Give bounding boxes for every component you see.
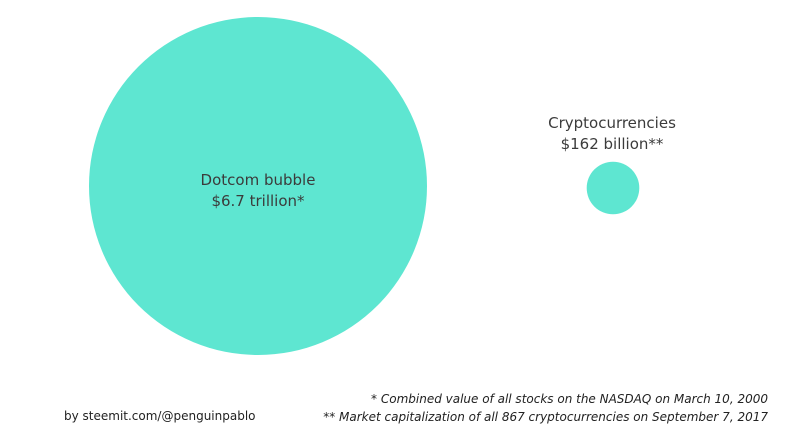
crypto-bubble-label: Cryptocurrencies $162 billion** bbox=[512, 113, 712, 155]
crypto-bubble-value: $162 billion** bbox=[560, 135, 664, 153]
crypto-bubble bbox=[586, 161, 640, 215]
dotcom-bubble-label: Dotcom bubble $6.7 trillion* bbox=[158, 170, 358, 212]
crypto-bubble-name: Cryptocurrencies bbox=[548, 114, 676, 132]
footnotes: * Combined value of all stocks on the NA… bbox=[323, 390, 768, 426]
author-credit: by steemit.com/@penguinpablo bbox=[64, 409, 256, 423]
dotcom-bubble-name: Dotcom bubble bbox=[200, 171, 316, 189]
footnote-crypto: ** Market capitalization of all 867 cryp… bbox=[323, 410, 768, 424]
dotcom-bubble-value: $6.7 trillion* bbox=[211, 192, 305, 210]
dotcom-bubble bbox=[89, 17, 427, 355]
footnote-dotcom: * Combined value of all stocks on the NA… bbox=[371, 392, 768, 406]
